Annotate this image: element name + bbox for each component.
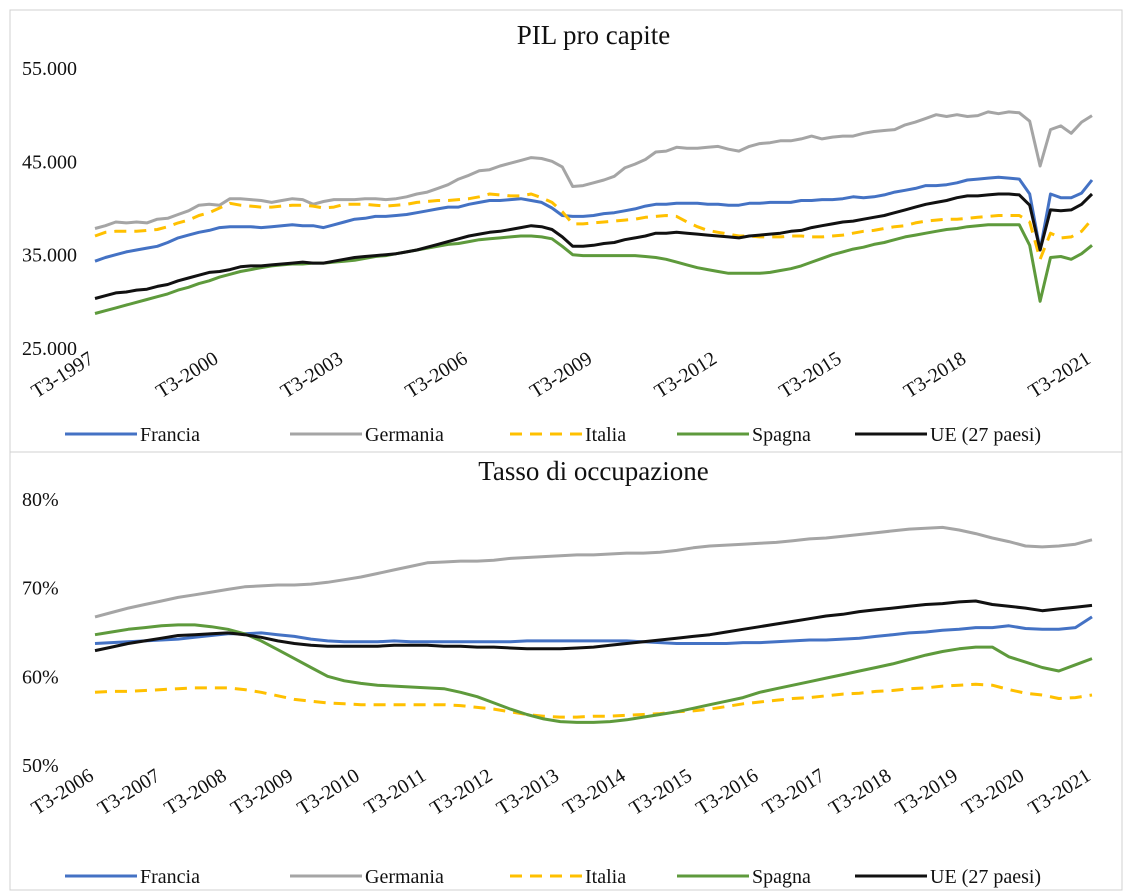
x-tick-label: T3-2021 (1025, 348, 1095, 403)
series-line (94, 525, 1093, 619)
series-line (94, 682, 1093, 719)
y-tick-label: 70% (22, 578, 59, 600)
y-tick-label: 50% (22, 755, 59, 777)
legend-label: UE (27 paesi) (930, 866, 1041, 888)
legend-label: Francia (140, 424, 200, 446)
x-tick-label: T3-2018 (900, 348, 970, 403)
legend-label: Spagna (752, 866, 811, 888)
chart-title: PIL pro capite (517, 20, 670, 50)
x-tick-label: T3-2012 (651, 348, 721, 403)
x-tick-label: T3-2021 (1025, 765, 1095, 820)
legend-label: Francia (140, 866, 200, 888)
x-tick-label: T3-2018 (825, 765, 895, 820)
chart-title: Tasso di occupazione (478, 456, 709, 486)
x-tick-label: T3-2016 (692, 765, 762, 820)
y-tick-label: 25.000 (22, 338, 77, 360)
x-tick-label: T3-2020 (958, 765, 1028, 820)
series-line (94, 615, 1093, 645)
x-tick-label: T3-2014 (559, 765, 629, 820)
x-tick-label: T3-2011 (361, 765, 430, 820)
x-tick-label: T3-2009 (227, 765, 297, 820)
series-line (94, 110, 1093, 230)
x-tick-label: T3-2007 (94, 765, 164, 820)
x-tick-label: T3-2017 (759, 765, 829, 820)
series-line (94, 192, 1094, 300)
x-tick-label: T3-2012 (426, 765, 496, 820)
y-tick-label: 35.000 (22, 245, 77, 267)
x-tick-label: T3-2008 (161, 765, 231, 820)
series-line (94, 623, 1093, 724)
panel-border (9, 451, 1123, 891)
legend-label: Germania (365, 424, 444, 446)
x-tick-label: T3-2006 (401, 348, 471, 403)
x-tick-label: T3-2013 (493, 765, 563, 820)
legend-label: UE (27 paesi) (930, 424, 1041, 446)
x-tick-label: T3-2019 (892, 765, 962, 820)
series-line (94, 599, 1093, 653)
legend-label: Spagna (752, 424, 811, 446)
series-line (94, 175, 1094, 263)
x-tick-label: T3-2009 (526, 348, 596, 403)
x-tick-label: T3-2003 (277, 348, 347, 403)
y-tick-label: 55.000 (22, 58, 77, 80)
legend-label: Germania (365, 866, 444, 888)
series-line (94, 223, 1093, 315)
legend-label: Italia (585, 424, 626, 446)
x-tick-label: T3-2015 (626, 765, 696, 820)
y-tick-label: 45.000 (22, 151, 77, 173)
x-tick-label: T3-2000 (152, 348, 222, 403)
x-tick-label: T3-2010 (293, 765, 363, 820)
x-tick-label: T3-2015 (775, 348, 845, 403)
y-tick-label: 60% (22, 666, 59, 688)
y-tick-label: 80% (22, 489, 59, 511)
legend-label: Italia (585, 866, 626, 888)
